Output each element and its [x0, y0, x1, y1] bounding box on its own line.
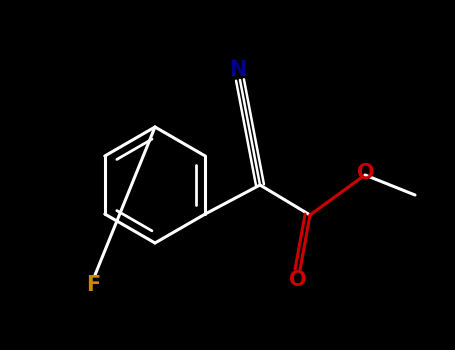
Text: O: O: [289, 270, 307, 290]
Text: F: F: [86, 275, 100, 295]
Text: O: O: [357, 163, 375, 183]
Text: N: N: [229, 60, 247, 80]
